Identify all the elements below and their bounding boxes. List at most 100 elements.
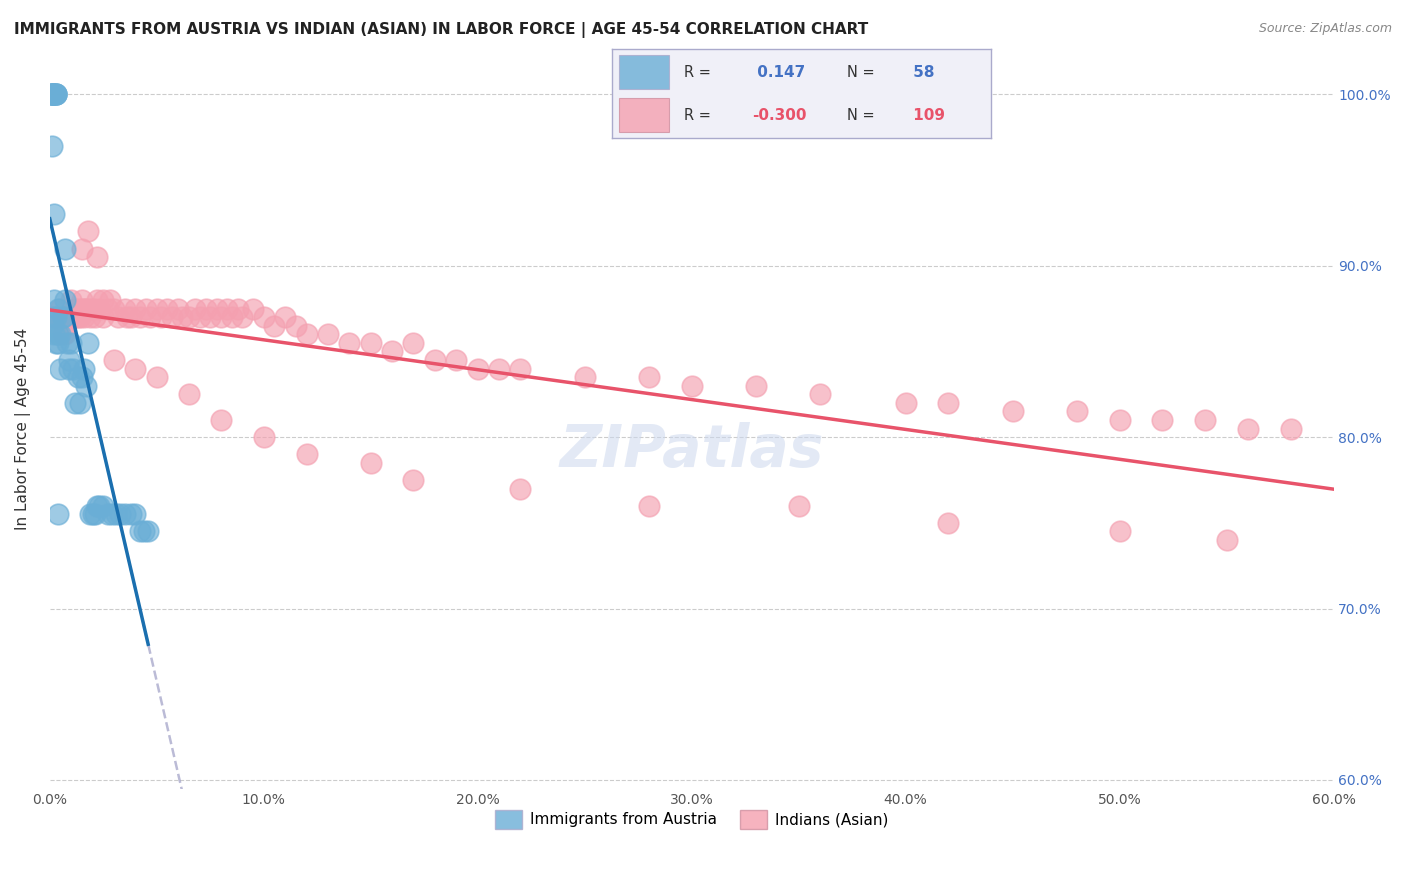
- Point: [66, 301, 89, 316]
- Text: R =: R =: [683, 65, 710, 79]
- Point: [69, 396, 91, 410]
- Point: [114, 507, 136, 521]
- Point: [205, 301, 228, 316]
- Point: [41, 87, 63, 102]
- Point: [124, 301, 146, 316]
- Point: [45, 87, 67, 102]
- Point: [145, 301, 167, 316]
- Point: [172, 310, 194, 324]
- Point: [787, 499, 810, 513]
- Point: [150, 310, 173, 324]
- Point: [42, 310, 65, 324]
- Text: Source: ZipAtlas.com: Source: ZipAtlas.com: [1258, 22, 1392, 36]
- Point: [53, 318, 76, 333]
- Point: [65, 396, 87, 410]
- Text: -0.300: -0.300: [752, 108, 807, 122]
- Point: [42, 310, 65, 324]
- Point: [1152, 413, 1174, 427]
- Point: [73, 361, 96, 376]
- Text: ZIPatlas: ZIPatlas: [560, 422, 824, 479]
- Point: [274, 310, 297, 324]
- Point: [46, 327, 69, 342]
- Point: [42, 293, 65, 307]
- Point: [62, 361, 84, 376]
- Point: [101, 507, 124, 521]
- Point: [52, 310, 75, 324]
- Point: [402, 473, 425, 487]
- Point: [177, 310, 200, 324]
- Text: N =: N =: [846, 65, 875, 79]
- Point: [488, 361, 510, 376]
- Point: [135, 301, 157, 316]
- Text: IMMIGRANTS FROM AUSTRIA VS INDIAN (ASIAN) IN LABOR FORCE | AGE 45-54 CORRELATION: IMMIGRANTS FROM AUSTRIA VS INDIAN (ASIAN…: [14, 22, 869, 38]
- Text: N =: N =: [846, 108, 875, 122]
- Point: [41, 87, 63, 102]
- Point: [295, 447, 318, 461]
- Point: [70, 370, 93, 384]
- Point: [58, 353, 80, 368]
- Point: [53, 242, 76, 256]
- Point: [46, 507, 69, 521]
- Point: [83, 507, 105, 521]
- Point: [96, 301, 118, 316]
- Point: [52, 310, 75, 324]
- Point: [91, 293, 114, 307]
- Point: [77, 224, 100, 238]
- Point: [156, 301, 179, 316]
- Point: [42, 87, 65, 102]
- Point: [41, 87, 63, 102]
- Point: [45, 87, 67, 102]
- Point: [637, 499, 659, 513]
- Point: [509, 361, 531, 376]
- Point: [124, 507, 146, 521]
- Point: [115, 310, 138, 324]
- Point: [120, 310, 142, 324]
- Point: [45, 335, 67, 350]
- Point: [295, 327, 318, 342]
- Point: [53, 293, 76, 307]
- Point: [284, 318, 307, 333]
- Point: [221, 310, 243, 324]
- Point: [1194, 413, 1216, 427]
- Point: [938, 516, 960, 530]
- Point: [98, 293, 121, 307]
- Point: [87, 499, 110, 513]
- Point: [45, 87, 67, 102]
- Point: [49, 361, 72, 376]
- Point: [83, 310, 105, 324]
- Point: [808, 387, 831, 401]
- Point: [120, 507, 142, 521]
- Point: [96, 507, 118, 521]
- Legend: Immigrants from Austria, Indians (Asian): Immigrants from Austria, Indians (Asian): [489, 804, 894, 835]
- Point: [894, 396, 917, 410]
- Point: [217, 301, 239, 316]
- Point: [337, 335, 360, 350]
- Point: [70, 301, 93, 316]
- Point: [52, 327, 75, 342]
- Point: [75, 301, 97, 316]
- Point: [41, 138, 63, 153]
- Point: [681, 378, 703, 392]
- Point: [200, 310, 222, 324]
- Point: [66, 310, 89, 324]
- Point: [58, 310, 80, 324]
- Point: [160, 310, 183, 324]
- Point: [46, 327, 69, 342]
- Point: [1066, 404, 1088, 418]
- Point: [637, 370, 659, 384]
- Point: [1108, 524, 1130, 539]
- Point: [86, 293, 108, 307]
- Point: [41, 87, 63, 102]
- Point: [139, 310, 162, 324]
- Point: [145, 370, 167, 384]
- Point: [42, 327, 65, 342]
- Point: [60, 335, 83, 350]
- Point: [69, 310, 91, 324]
- Point: [446, 353, 468, 368]
- Text: 58: 58: [908, 65, 934, 79]
- Point: [82, 301, 104, 316]
- Point: [70, 242, 93, 256]
- Point: [194, 301, 217, 316]
- Point: [231, 310, 253, 324]
- Point: [49, 327, 72, 342]
